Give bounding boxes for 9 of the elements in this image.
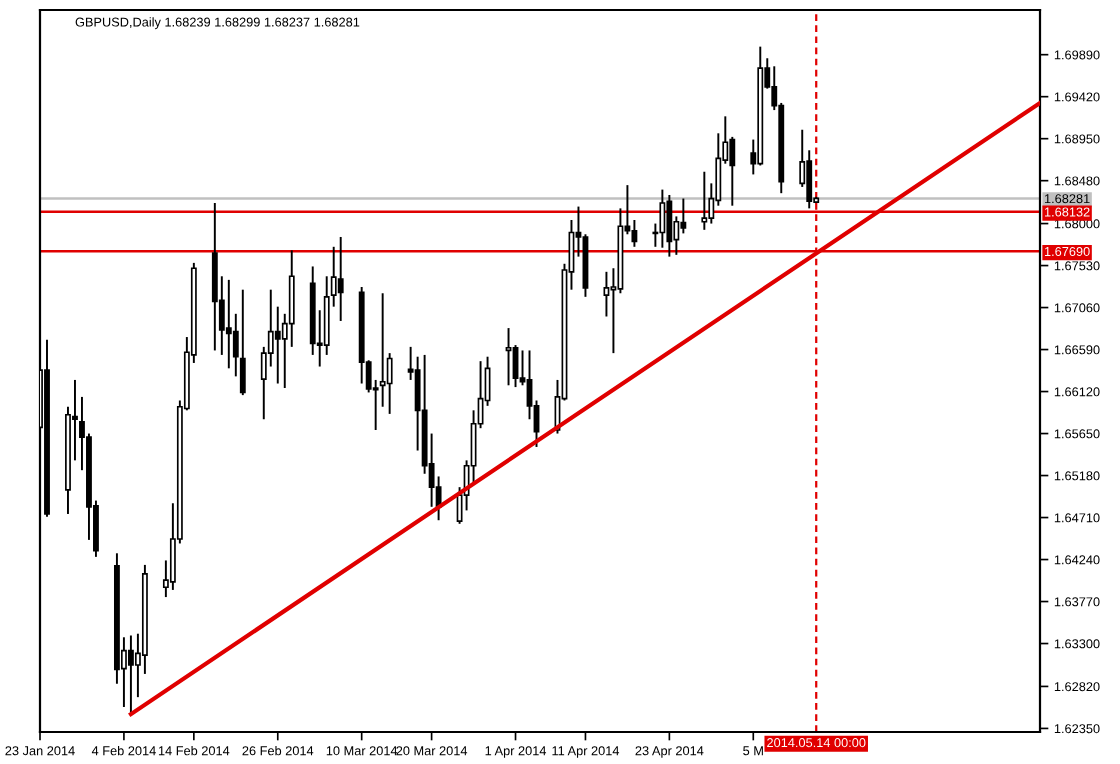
candlestick [274,305,281,385]
candlestick [239,288,246,397]
candlestick [225,278,232,370]
candlestick [666,194,673,258]
candlestick [659,188,666,249]
candlestick [701,170,708,231]
candlestick [337,236,344,322]
candlestick [127,634,134,716]
candlestick [680,197,687,235]
